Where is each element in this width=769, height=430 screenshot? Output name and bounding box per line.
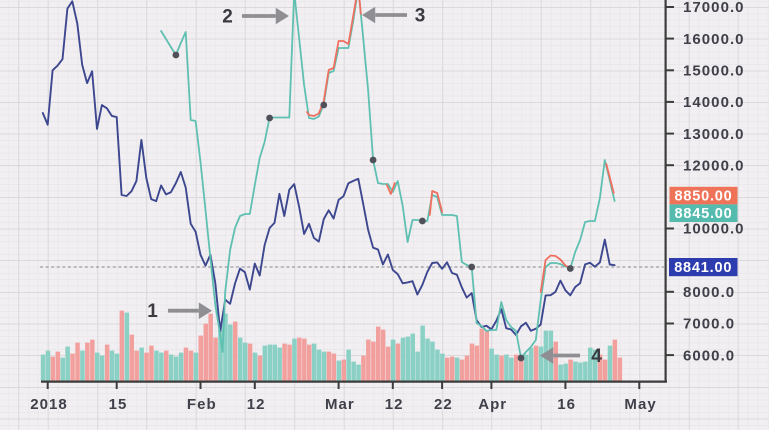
svg-text:2: 2 xyxy=(222,7,233,28)
svg-text:13000.0: 13000.0 xyxy=(683,126,745,143)
svg-text:Mar: Mar xyxy=(325,396,355,413)
svg-text:12: 12 xyxy=(385,396,404,413)
svg-text:2018: 2018 xyxy=(30,396,68,413)
svg-text:15000.0: 15000.0 xyxy=(683,63,745,80)
svg-text:16: 16 xyxy=(557,396,576,413)
svg-text:1: 1 xyxy=(147,301,158,322)
svg-text:22: 22 xyxy=(434,396,453,413)
svg-text:6000.0: 6000.0 xyxy=(683,347,735,364)
svg-text:4: 4 xyxy=(591,346,602,367)
svg-text:12000.0: 12000.0 xyxy=(683,157,745,174)
svg-text:15: 15 xyxy=(109,396,128,413)
svg-text:8850.00: 8850.00 xyxy=(674,189,732,205)
svg-text:10000.0: 10000.0 xyxy=(683,221,745,238)
svg-text:16000.0: 16000.0 xyxy=(683,31,745,48)
svg-text:12: 12 xyxy=(247,396,266,413)
svg-text:17000.0: 17000.0 xyxy=(683,0,745,16)
svg-text:8000.0: 8000.0 xyxy=(683,284,735,301)
svg-text:May: May xyxy=(624,396,656,413)
svg-text:7000.0: 7000.0 xyxy=(683,316,735,333)
svg-text:8841.00: 8841.00 xyxy=(674,260,732,276)
svg-text:Feb: Feb xyxy=(187,396,217,413)
svg-text:Apr: Apr xyxy=(478,396,507,413)
svg-text:14000.0: 14000.0 xyxy=(683,94,745,111)
svg-text:8845.00: 8845.00 xyxy=(674,206,732,222)
svg-text:3: 3 xyxy=(415,6,426,27)
